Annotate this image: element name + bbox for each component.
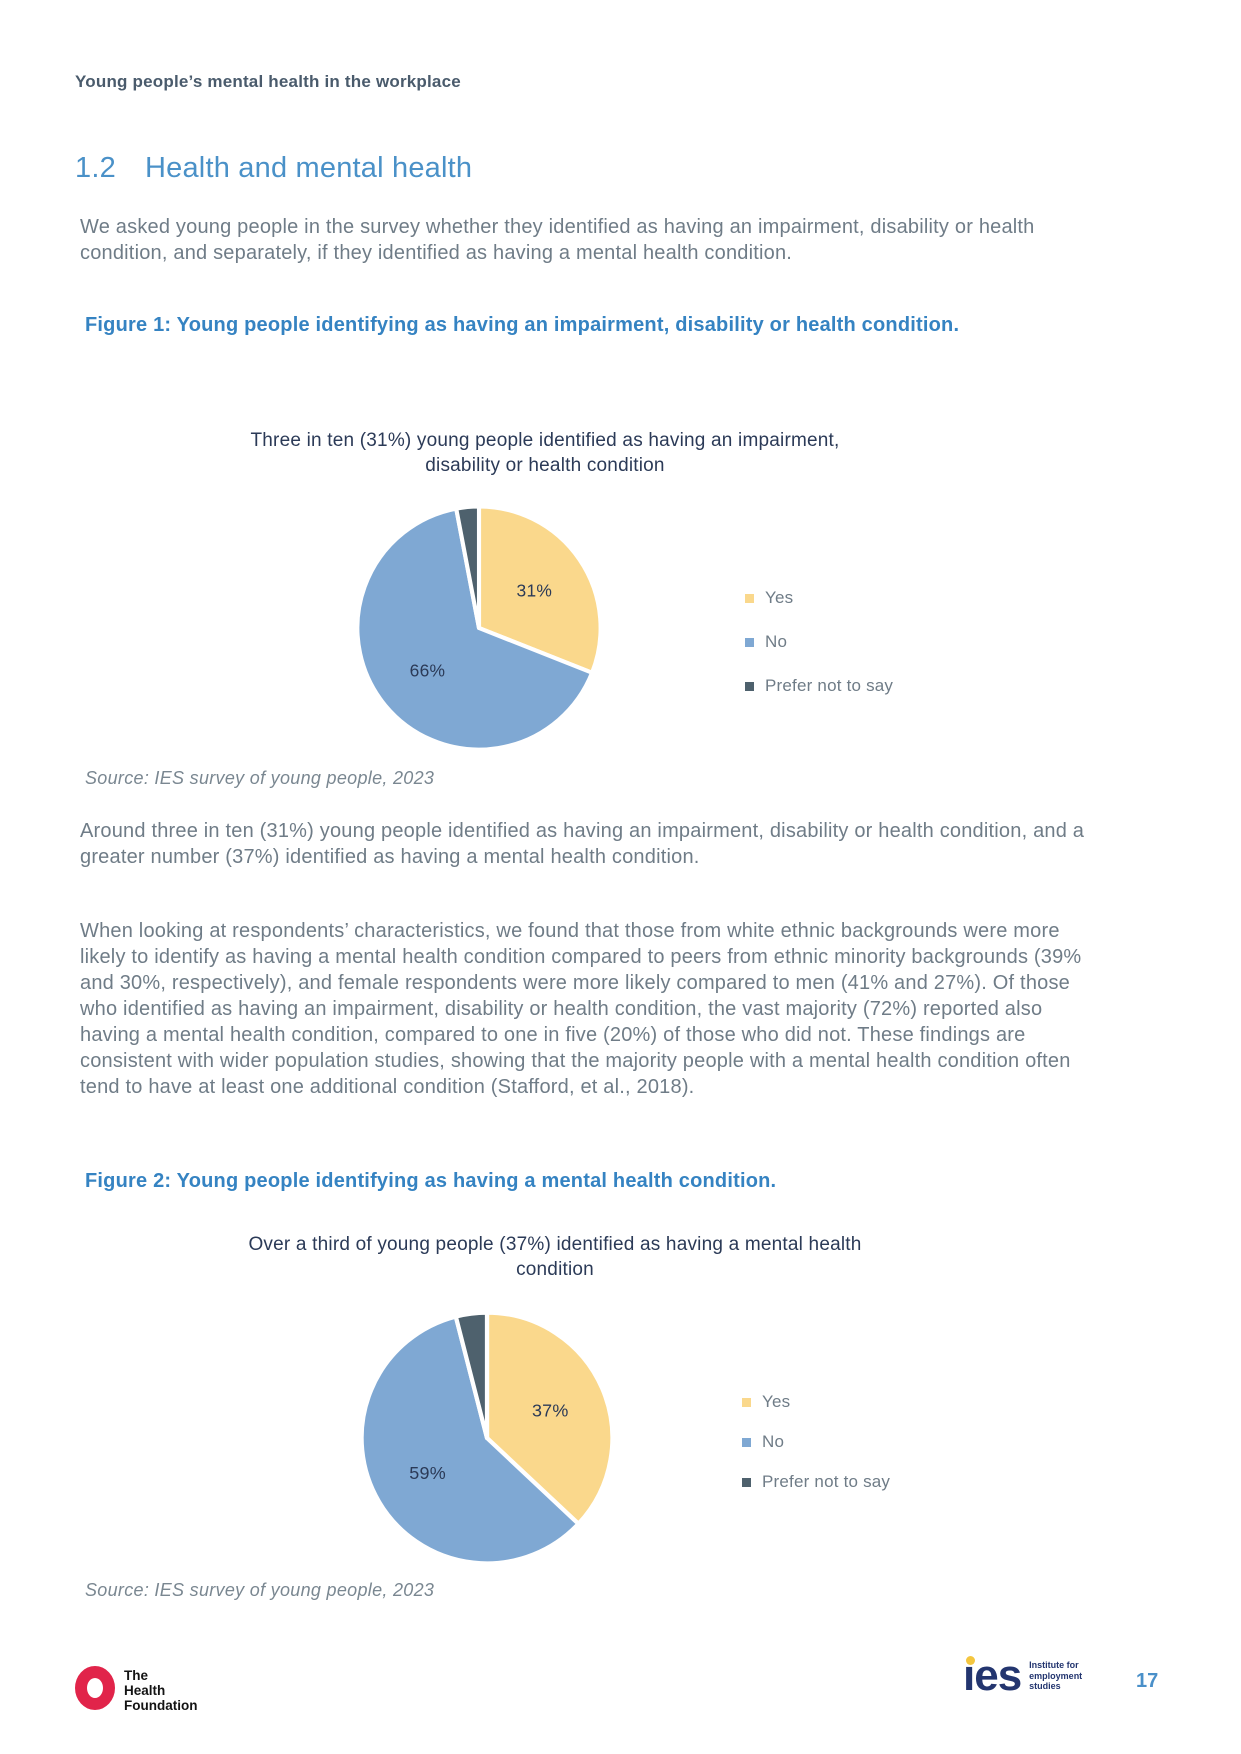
pie-slice-yes — [476, 504, 603, 675]
legend-label: No — [762, 1432, 785, 1451]
figure1-chart-title: Three in ten (31%) young people identifi… — [250, 430, 840, 476]
ies-wordmark: ıes — [963, 1650, 1022, 1702]
legend-swatch-icon — [745, 637, 754, 647]
figure1-caption: Figure 1: Young people identifying as ha… — [85, 314, 960, 336]
pie-value-label: 66% — [410, 661, 446, 681]
legend-label: Prefer not to say — [765, 676, 894, 695]
figure1-pie-chart: 31% 66% — [355, 504, 603, 752]
legend-swatch-icon — [742, 1437, 751, 1447]
running-header: Young people’s mental health in the work… — [75, 72, 461, 91]
characteristics-paragraph: When looking at respondents’ characteris… — [80, 920, 1082, 1098]
legend-item-yes: Yes — [742, 1392, 890, 1412]
intro-paragraph: We asked young people in the survey whet… — [80, 216, 1035, 264]
health-foundation-logo-text: The Health Foundation — [124, 1668, 198, 1713]
after-figure1-paragraph: Around three in ten (31%) young people i… — [80, 820, 1085, 868]
pie-slice-no — [355, 506, 595, 752]
legend-swatch-icon — [742, 1397, 751, 1407]
figure1-legend: Yes No Prefer not to say — [745, 588, 893, 696]
pie-slice-yes — [484, 1310, 615, 1526]
figure2-caption: Figure 2: Young people identifying as ha… — [85, 1170, 777, 1192]
pie-value-label: 37% — [532, 1401, 569, 1421]
figure1-source: Source: IES survey of young people, 2023 — [85, 768, 435, 788]
pie-value-label: 31% — [517, 580, 553, 600]
pie-slice-prefer-not-to-say — [453, 1310, 490, 1441]
section-number: 1.2 — [75, 152, 116, 184]
pie-value-label: 59% — [409, 1463, 446, 1483]
pie-slice-no — [359, 1314, 581, 1566]
section-heading: 1.2 Health and mental health — [75, 152, 472, 185]
figure2-source: Source: IES survey of young people, 2023 — [85, 1580, 435, 1600]
legend-label: Prefer not to say — [762, 1472, 891, 1491]
legend-item-yes: Yes — [745, 588, 893, 608]
legend-label: Yes — [762, 1392, 791, 1411]
figure2-legend: Yes No Prefer not to say — [742, 1392, 890, 1492]
legend-item-no: No — [745, 632, 893, 652]
legend-item-prefer-not-to-say: Prefer not to say — [745, 676, 893, 696]
health-foundation-ring-icon — [75, 1666, 115, 1710]
section-title: Health and mental health — [145, 152, 473, 184]
legend-label: No — [765, 632, 788, 651]
legend-item-no: No — [742, 1432, 890, 1452]
health-foundation-logo: The Health Foundation — [75, 1666, 197, 1713]
ies-dot-icon — [966, 1656, 975, 1665]
legend-swatch-icon — [742, 1477, 751, 1487]
pie-slice-prefer-not-to-say — [454, 504, 482, 631]
ies-tagline: Institute for employment studies — [1029, 1660, 1083, 1692]
legend-swatch-icon — [745, 593, 754, 603]
ies-logo: ıes Institute for employment studies — [963, 1650, 1082, 1702]
figure2-chart-title: Over a third of young people (37%) ident… — [248, 1234, 862, 1280]
page-number: 17 — [1136, 1670, 1159, 1692]
legend-swatch-icon — [745, 681, 754, 691]
figure2-pie-chart: 37% 59% — [359, 1310, 615, 1566]
legend-label: Yes — [765, 588, 794, 607]
legend-item-prefer-not-to-say: Prefer not to say — [742, 1472, 890, 1492]
